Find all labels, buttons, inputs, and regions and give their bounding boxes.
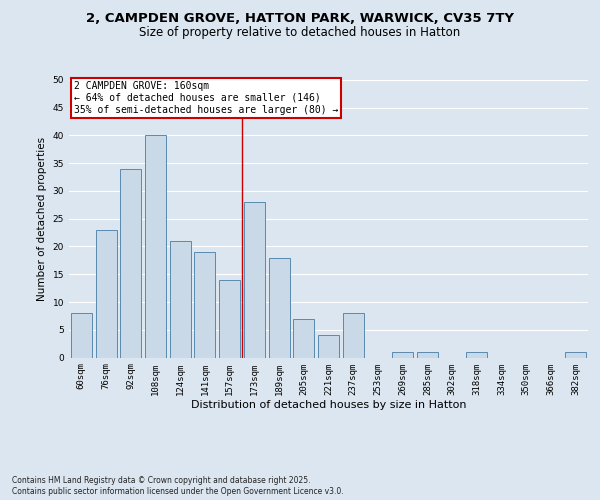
Text: Contains public sector information licensed under the Open Government Licence v3: Contains public sector information licen… [12, 488, 344, 496]
Y-axis label: Number of detached properties: Number of detached properties [37, 136, 47, 301]
Bar [120, 169, 141, 358]
X-axis label: Distribution of detached houses by size in Hatton: Distribution of detached houses by size … [191, 400, 466, 410]
Bar [318, 336, 339, 357]
Bar [194, 252, 215, 358]
Bar [565, 352, 586, 358]
Bar [343, 313, 364, 358]
Bar [219, 280, 240, 357]
Text: 2 CAMPDEN GROVE: 160sqm
← 64% of detached houses are smaller (146)
35% of semi-d: 2 CAMPDEN GROVE: 160sqm ← 64% of detache… [74, 82, 338, 114]
Bar [244, 202, 265, 358]
Text: Size of property relative to detached houses in Hatton: Size of property relative to detached ho… [139, 26, 461, 39]
Bar [392, 352, 413, 358]
Bar [466, 352, 487, 358]
Bar [145, 136, 166, 358]
Bar [95, 230, 116, 358]
Bar [269, 258, 290, 358]
Text: 2, CAMPDEN GROVE, HATTON PARK, WARWICK, CV35 7TY: 2, CAMPDEN GROVE, HATTON PARK, WARWICK, … [86, 12, 514, 26]
Bar [170, 241, 191, 358]
Text: Contains HM Land Registry data © Crown copyright and database right 2025.: Contains HM Land Registry data © Crown c… [12, 476, 311, 485]
Bar [71, 313, 92, 358]
Bar [417, 352, 438, 358]
Bar [293, 318, 314, 358]
